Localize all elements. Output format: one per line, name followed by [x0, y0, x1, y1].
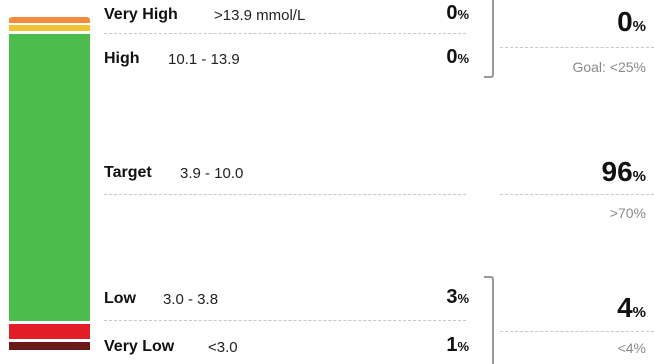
divider [500, 331, 654, 332]
low-range: 3.0 - 3.8 [163, 291, 219, 308]
target-segment [9, 34, 90, 321]
low-percent: 3% [446, 286, 469, 308]
very-high-range: >13.9 mmol/L [214, 7, 306, 24]
high-total-percent: 0% [617, 6, 646, 37]
high-goal-text: Goal: <25% [572, 59, 646, 75]
divider [500, 194, 654, 195]
very-low-percent: 1% [446, 334, 469, 356]
very-high-label: Very High [104, 6, 178, 23]
low-total-percent: 4% [617, 292, 646, 323]
target-range: 3.9 - 10.0 [180, 165, 244, 182]
target-goal-text: >70% [609, 205, 646, 221]
divider [500, 47, 654, 48]
high-segment [9, 25, 90, 31]
high-percent: 0% [446, 46, 469, 68]
very-low-label: Very Low [104, 338, 175, 355]
low-segment [9, 324, 90, 339]
high-bracket [484, 0, 494, 78]
low-goal-text: <4% [617, 340, 646, 356]
low-label: Low [104, 290, 136, 307]
target-total-percent: 96% [601, 156, 647, 187]
very-low-segment [9, 342, 90, 350]
very-high-percent: 0% [446, 2, 469, 24]
target-label: Target [104, 164, 152, 181]
divider [104, 320, 466, 321]
high-range: 10.1 - 13.9 [168, 51, 240, 68]
high-label: High [104, 50, 140, 67]
very-low-range: <3.0 [208, 339, 238, 356]
time-in-range-bar [9, 0, 90, 362]
very-high-segment [9, 17, 90, 23]
low-bracket [484, 276, 494, 364]
divider [104, 194, 466, 195]
divider [104, 33, 466, 34]
